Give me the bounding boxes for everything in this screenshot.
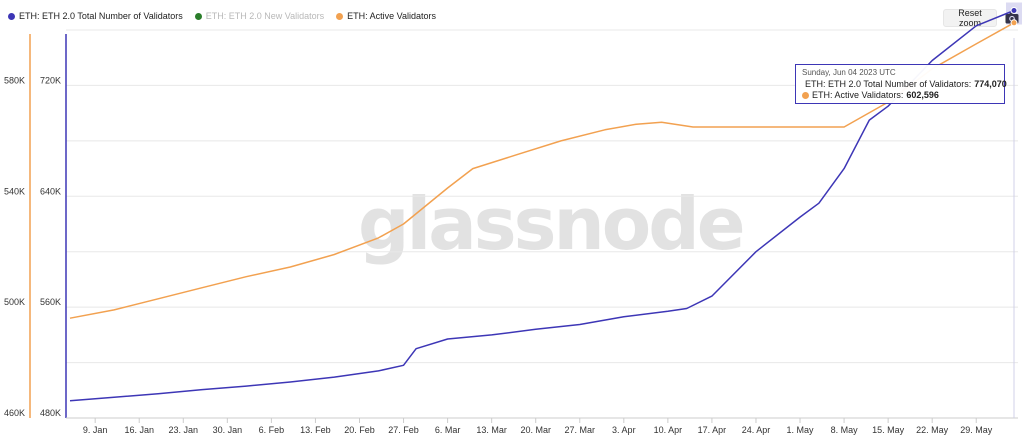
right-axis-tick-label: 640K (40, 186, 61, 196)
x-axis-tick-label: 17. Apr (698, 425, 727, 435)
tooltip-row-total: ETH: ETH 2.0 Total Number of Validators:… (802, 79, 1007, 90)
right-axis-tick-label: 720K (40, 75, 61, 85)
x-axis-tick-label: 27. Mar (565, 425, 596, 435)
hover-point-total (1010, 7, 1018, 15)
tooltip-date: Sunday, Jun 04 2023 UTC (802, 68, 896, 77)
x-axis-tick-label: 23. Jan (169, 425, 199, 435)
legend-label-active-validators: ETH: Active Validators (347, 11, 436, 21)
x-axis-tick-label: 6. Feb (259, 425, 285, 435)
x-axis-tick-label: 20. Mar (520, 425, 551, 435)
x-axis-tick-label: 24. Apr (742, 425, 771, 435)
x-axis-tick-label: 20. Feb (344, 425, 375, 435)
x-axis-tick-label: 13. Feb (300, 425, 331, 435)
x-axis-tick-label: 30. Jan (213, 425, 243, 435)
x-axis-tick-label: 16. Jan (124, 425, 154, 435)
axes: 460K 500K 540K 580K 480K 560K 640K 720K 9. Jan 16… (4, 34, 1018, 435)
tooltip-dot-active (802, 92, 809, 99)
legend-item-total-validators[interactable]: ETH: ETH 2.0 Total Number of Validators (8, 11, 183, 21)
left-axis-tick-label: 580K (4, 75, 25, 85)
chart-legend: ETH: ETH 2.0 Total Number of Validators … (8, 11, 436, 21)
hover-markers (1006, 2, 1022, 418)
x-axis-tick-label: 9. Jan (83, 425, 108, 435)
right-axis-tick-label: 480K (40, 408, 61, 418)
tooltip-label-active: ETH: Active Validators: (812, 90, 904, 100)
x-axis-tick-label: 29. May (960, 425, 993, 435)
legend-dot-total-validators (8, 12, 15, 20)
active-validators-line (69, 22, 1015, 319)
hover-tooltip: Sunday, Jun 04 2023 UTC ETH: ETH 2.0 Tot… (795, 64, 1007, 104)
x-axis-tick-label: 27. Feb (388, 425, 419, 435)
x-axis-tick-label: 6. Mar (435, 425, 461, 435)
total-validators-line (69, 9, 1015, 402)
x-axis-tick-label: 13. Mar (476, 425, 507, 435)
left-axis-tick-label: 460K (4, 408, 25, 418)
legend-item-new-validators[interactable]: ETH: ETH 2.0 New Validators (194, 11, 325, 21)
x-axis-tick-label: 10. Apr (654, 425, 683, 435)
x-axis-tick-label: 1. May (787, 425, 815, 435)
left-axis-tick-label: 540K (4, 186, 25, 196)
tooltip-label-total: ETH: ETH 2.0 Total Number of Validators: (805, 79, 972, 89)
left-axis-tick-label: 500K (4, 297, 25, 307)
x-axis-tick-label: 22. May (916, 425, 949, 435)
legend-dot-active-validators (336, 12, 344, 20)
series-lines (69, 9, 1015, 402)
x-axis-tick-label: 8. May (831, 425, 859, 435)
legend-item-active-validators[interactable]: ETH: Active Validators (336, 11, 436, 21)
legend-dot-new-validators (194, 12, 202, 20)
x-axis-tick-label: 15. May (872, 425, 905, 435)
x-axis-tick-label: 3. Apr (612, 425, 636, 435)
tooltip-row-active: ETH: Active Validators: 602,596 (802, 90, 998, 101)
hover-point-active (1010, 19, 1018, 27)
right-axis-tick-label: 560K (40, 297, 61, 307)
legend-label-new-validators: ETH: ETH 2.0 New Validators (205, 11, 325, 21)
tooltip-value-total: 774,070 (974, 79, 1007, 89)
legend-label-total-validators: ETH: ETH 2.0 Total Number of Validators (19, 11, 183, 21)
tooltip-value-active: 602,596 (906, 90, 939, 100)
